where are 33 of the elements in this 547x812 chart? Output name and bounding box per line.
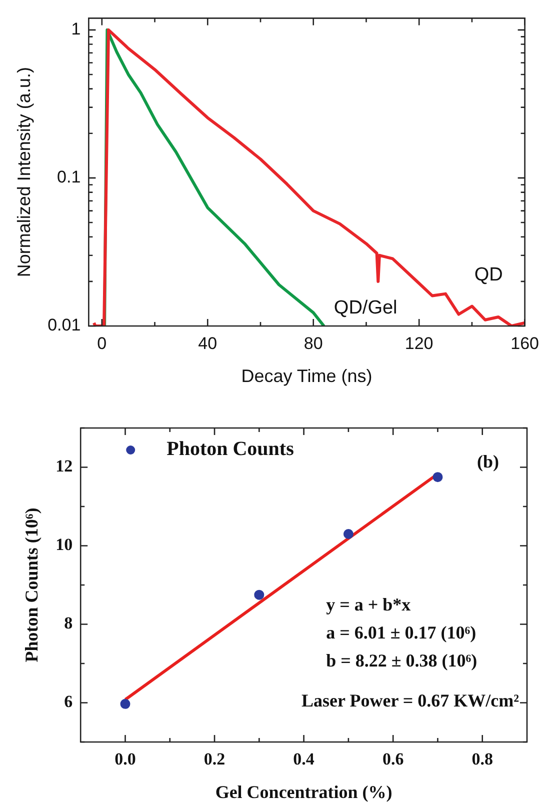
point xyxy=(120,698,130,709)
point xyxy=(254,590,264,600)
y-tick-label: 8 xyxy=(64,614,73,633)
y-tick-label: 1 xyxy=(71,20,81,39)
point xyxy=(432,472,443,482)
annotation: y = a + b*x xyxy=(326,594,411,615)
y-tick-label: 0.1 xyxy=(57,168,81,187)
series-label: QD xyxy=(474,264,503,286)
x-axis-title: Gel Concentration (%) xyxy=(215,782,392,802)
legend-label: Photon Counts xyxy=(166,438,294,460)
x-axis-title: Decay Time (ns) xyxy=(241,366,372,386)
annotation: (b) xyxy=(477,452,500,472)
x-tick-label: 0.0 xyxy=(114,750,136,769)
x-tick-label: 120 xyxy=(404,334,434,353)
y-axis-title: Photon Counts (10⁶) xyxy=(21,508,42,662)
x-tick-label: 0.4 xyxy=(293,750,315,769)
series-label: QD/Gel xyxy=(334,298,398,319)
annotation: b = 8.22 ± 0.38 (10⁶) xyxy=(326,650,478,671)
point xyxy=(343,528,354,539)
y-tick-label: 10 xyxy=(56,535,73,554)
y-tick-label: 6 xyxy=(64,692,73,712)
x-tick-label: 40 xyxy=(198,334,218,353)
x-tick-label: 0 xyxy=(97,334,107,353)
x-tick-label: 80 xyxy=(304,334,323,353)
y-axis-title: Normalized Intensity (a.u.) xyxy=(14,67,34,278)
x-tick-label: 160 xyxy=(510,334,540,353)
x-tick-label: 0.6 xyxy=(382,750,404,769)
x-tick-label: 0.8 xyxy=(472,750,493,769)
y-tick-label: 12 xyxy=(56,456,73,476)
annotation: Laser Power = 0.67 KW/cm² xyxy=(302,690,519,711)
y-tick-label: 0.01 xyxy=(48,316,81,335)
annotation: a = 6.01 ± 0.17 (10⁶) xyxy=(326,622,476,643)
x-tick-label: 0.2 xyxy=(204,750,226,769)
